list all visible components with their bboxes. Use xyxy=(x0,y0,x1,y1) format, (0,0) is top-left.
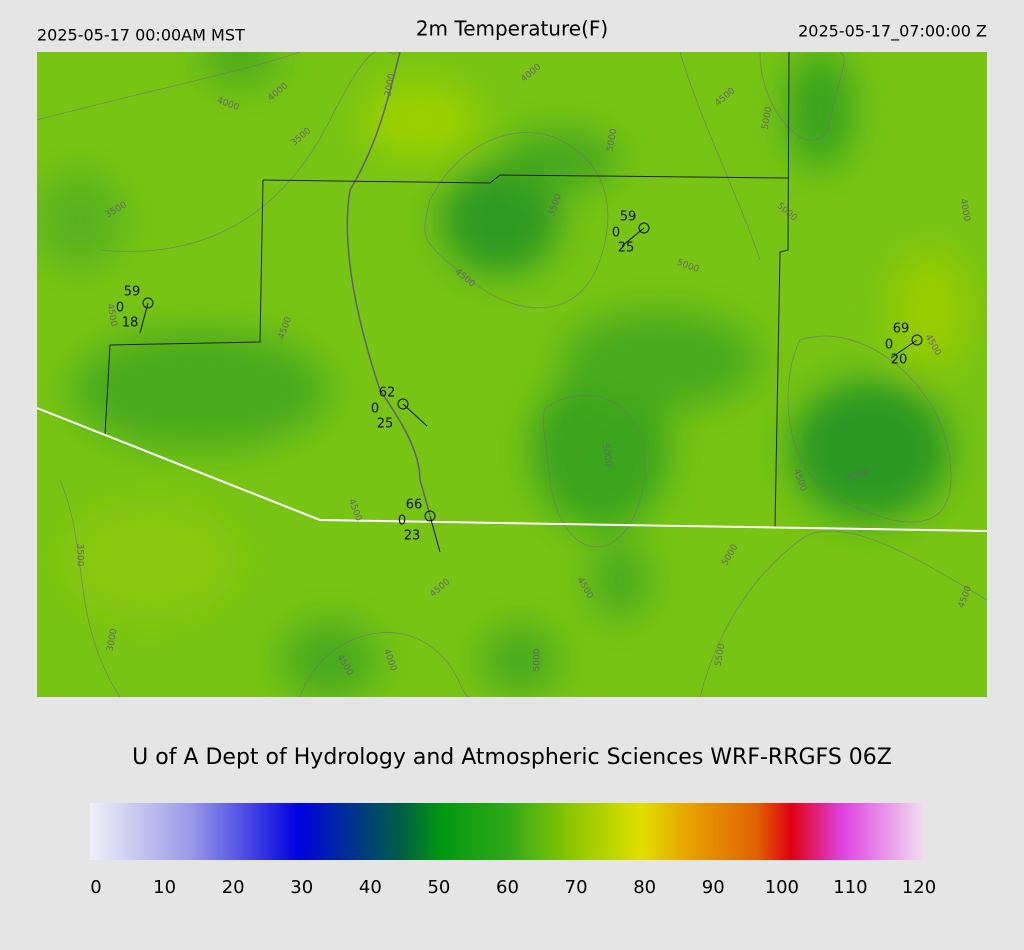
colorbar-tick-label: 100 xyxy=(765,877,799,898)
credit: U of A Dept of Hydrology and Atmospheric… xyxy=(132,745,892,770)
contour-label: 5000 xyxy=(600,443,614,468)
station-temp: 59 xyxy=(124,285,141,300)
colorbar xyxy=(90,803,925,860)
contour-label: 4500 xyxy=(105,303,119,328)
station-wind: 18 xyxy=(122,316,139,331)
station-temp: 59 xyxy=(620,210,637,225)
wind-barb xyxy=(139,302,149,334)
colorbar-tick-label: 0 xyxy=(90,877,101,898)
station-wind: 25 xyxy=(377,417,394,432)
station-dewpoint: 0 xyxy=(371,402,379,417)
river xyxy=(346,52,431,516)
contour-label: 5000 xyxy=(606,128,620,153)
contour-label: 5000 xyxy=(533,648,543,671)
colorbar-tick-label: 10 xyxy=(153,877,176,898)
wind-barb xyxy=(621,227,645,247)
station-wind: 20 xyxy=(891,353,908,368)
station-circle xyxy=(638,222,650,234)
station-wind: 25 xyxy=(618,241,635,256)
colorbar-tick-label: 30 xyxy=(290,877,313,898)
contour-label: 5000 xyxy=(761,106,775,131)
station-circle xyxy=(397,398,409,410)
station-dewpoint: 0 xyxy=(612,226,620,241)
contour-label: 3000 xyxy=(384,73,398,98)
colorbar-tick-label: 90 xyxy=(702,877,725,898)
colorbar-tick-label: 110 xyxy=(833,877,867,898)
station-temp: 62 xyxy=(379,386,396,401)
contour-label: 3000 xyxy=(106,628,120,653)
station-dewpoint: 0 xyxy=(116,301,124,316)
station-dewpoint: 0 xyxy=(885,338,893,353)
valid-time-local: 2025-05-17 00:00AM MST xyxy=(37,26,245,45)
colorbar-tick-label: 120 xyxy=(902,877,936,898)
colorbar-tick-label: 60 xyxy=(496,877,519,898)
valid-time-utc: 2025-05-17_07:00:00 Z xyxy=(798,22,987,42)
colorbar-tick-label: 50 xyxy=(427,877,450,898)
station-circle xyxy=(424,510,436,522)
wind-barb xyxy=(402,403,428,427)
station-wind: 23 xyxy=(404,529,421,544)
state-border xyxy=(37,407,987,532)
colorbar-tick-label: 20 xyxy=(222,877,245,898)
station-circle xyxy=(142,297,154,309)
wind-barb xyxy=(429,515,441,553)
contour-label: 5500 xyxy=(714,643,728,668)
contour-label: 4000 xyxy=(958,198,972,223)
map-title: 2m Temperature(F) xyxy=(416,17,608,41)
station-dewpoint: 0 xyxy=(398,514,406,529)
contour-label: 3500 xyxy=(75,544,85,567)
station-temp: 69 xyxy=(893,322,910,337)
boundaries xyxy=(104,52,790,529)
colorbar-tick-label: 40 xyxy=(359,877,382,898)
station-circle xyxy=(911,334,923,346)
colorbar-ticks: 0 10 20 30 40 50 60 70 80 90 100 110 120 xyxy=(90,877,936,898)
colorbar-tick-label: 70 xyxy=(565,877,588,898)
temperature-field xyxy=(37,52,970,697)
station-temp: 66 xyxy=(406,498,423,513)
contours xyxy=(37,52,987,697)
colorbar-tick-label: 80 xyxy=(633,877,656,898)
wind-barb xyxy=(890,339,918,359)
